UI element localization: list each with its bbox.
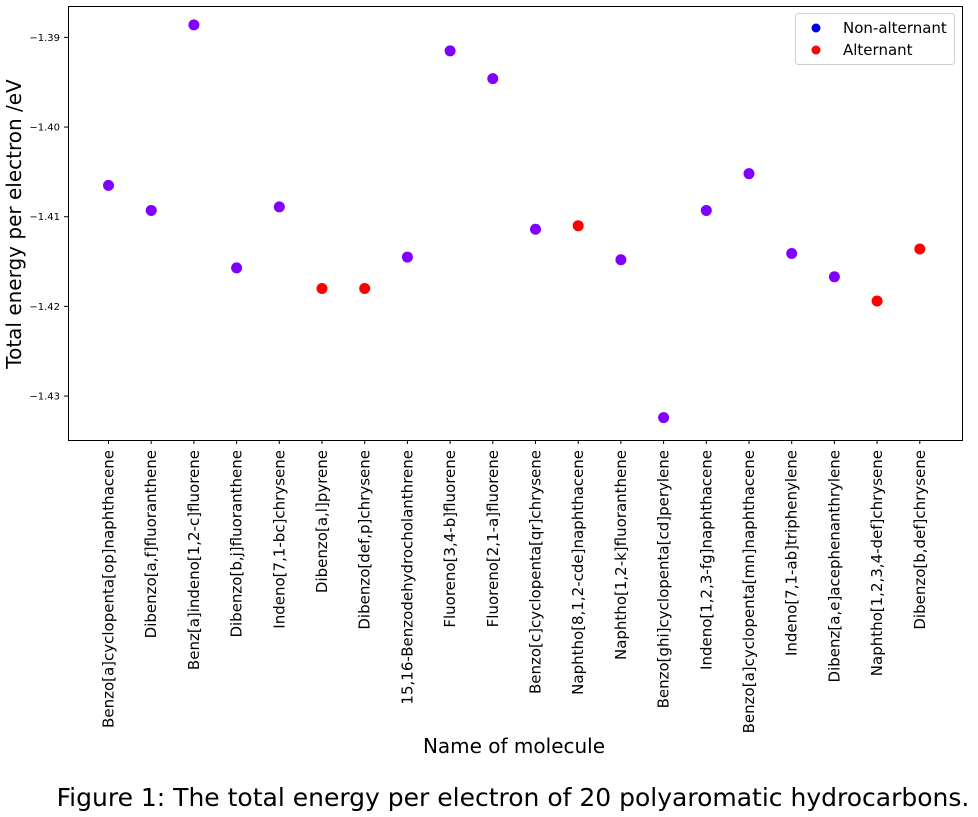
data-point-non-alternant	[401, 251, 413, 263]
x-tick-label: Dibenzo[def,p]chrysene	[356, 450, 374, 630]
y-tick-label: −1.40	[29, 123, 60, 134]
data-point-non-alternant	[658, 412, 670, 424]
data-point-non-alternant	[530, 223, 541, 235]
y-tick-label: −1.41	[29, 212, 60, 223]
y-tick-label: −1.42	[29, 302, 60, 313]
data-point-non-alternant	[231, 262, 243, 274]
figure-caption: Figure 1: The total energy per electron …	[57, 783, 970, 812]
plot-area	[68, 6, 963, 441]
data-point-non-alternant	[145, 204, 157, 216]
x-tick-label: Naphtho[8,1,2-cde]naphthacene	[569, 450, 587, 695]
legend-box	[795, 13, 955, 65]
x-tick-label: Indeno[7,1-ab]triphenylene	[783, 450, 801, 656]
x-tick-label: Benzo[c]cyclopenta[qr]chrysene	[527, 450, 545, 694]
data-point-non-alternant	[188, 19, 200, 31]
data-point-non-alternant	[487, 73, 499, 85]
x-tick-label: Indeno[7,1-bc]chrysene	[270, 450, 288, 629]
y-tick-label: −1.43	[29, 392, 60, 403]
legend: Non-alternant Alternant	[795, 13, 955, 65]
legend-label-non-alternant: Non-alternant	[843, 19, 947, 37]
y-axis-ticks: −1.39 −1.40 −1.41 −1.42 −1.43	[29, 33, 68, 403]
data-point-non-alternant	[700, 204, 712, 216]
x-axis-ticks: Benzo[a]cyclopenta[op]naphthacene Dibenzo…	[100, 440, 929, 733]
x-tick-label: Naphtho[1,2-k]fluoranthene	[612, 450, 630, 660]
legend-label-alternant: Alternant	[843, 41, 913, 59]
x-tick-label: Benzo[ghi]cyclopenta[cd]perylene	[655, 450, 673, 708]
x-tick-label: Naphtho[1,2,3,4-def]chrysene	[868, 450, 886, 676]
x-tick-label: Benzo[a]cyclopenta[mn]naphthacene	[740, 450, 758, 733]
data-point-alternant	[572, 220, 584, 232]
data-point-alternant	[359, 282, 371, 294]
y-tick-label: −1.39	[29, 33, 60, 44]
x-tick-label: Dibenzo[b,def]chrysene	[911, 450, 929, 630]
x-tick-label: Dibenz[a,e]acephenanthrylene	[825, 450, 843, 682]
x-tick-label: Benzo[a]cyclopenta[op]naphthacene	[100, 450, 118, 728]
data-point-alternant	[914, 243, 926, 255]
data-point-alternant	[316, 282, 328, 294]
x-tick-label: Benz[a]indeno[1,2-c]fluorene	[185, 450, 203, 670]
x-tick-label: 15,16-Benzodehydrocholanthrene	[398, 450, 416, 705]
x-tick-label: Dibenzo[a,f]fluoranthene	[142, 450, 160, 638]
x-tick-label: Dibenzo[b,j]fluoranthene	[228, 450, 246, 638]
data-points	[103, 19, 926, 424]
data-point-non-alternant	[103, 179, 114, 191]
data-point-non-alternant	[743, 168, 755, 180]
plot-frame	[68, 6, 963, 441]
data-point-alternant	[871, 295, 883, 307]
legend-marker-alternant	[811, 45, 821, 55]
x-tick-label: Indeno[1,2,3-fg]naphthacene	[697, 450, 715, 670]
data-point-non-alternant	[444, 45, 456, 57]
y-axis-title: Total energy per electron /eV	[2, 79, 26, 370]
data-point-non-alternant	[273, 201, 285, 213]
data-point-non-alternant	[786, 247, 798, 259]
legend-marker-non-alternant	[811, 23, 821, 33]
x-axis-title: Name of molecule	[423, 734, 605, 758]
x-tick-label: Dibenzo[a,l]pyrene	[313, 450, 331, 593]
x-tick-label: Fluoreno[3,4-b]fluorene	[441, 450, 459, 628]
x-tick-label: Fluoreno[2,1-a]fluorene	[484, 450, 502, 627]
data-point-non-alternant	[615, 254, 627, 266]
data-point-non-alternant	[828, 271, 840, 283]
